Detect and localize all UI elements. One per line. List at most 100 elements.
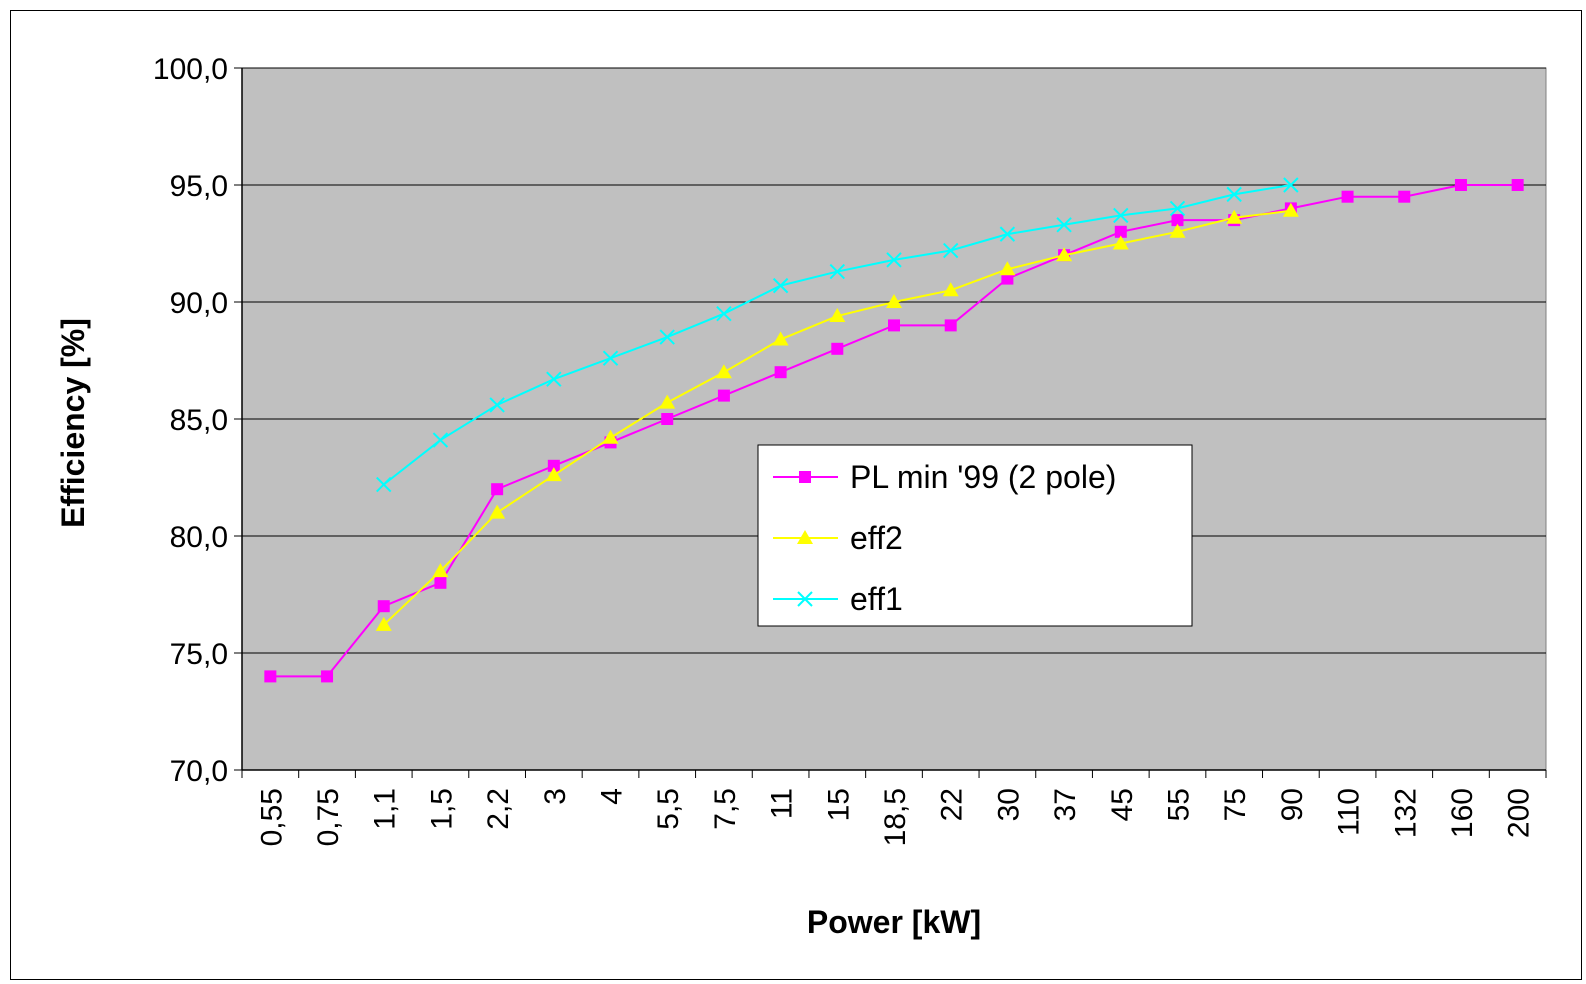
x-tick-label: 160	[1446, 788, 1479, 838]
data-point	[1398, 190, 1411, 203]
data-point-stroke	[829, 263, 846, 280]
data-point	[715, 364, 732, 379]
data-point	[799, 471, 811, 483]
series-layer	[264, 177, 1524, 683]
data-point-stroke	[546, 371, 562, 387]
data-point	[716, 305, 732, 322]
x-tick-label: 30	[992, 788, 1025, 821]
data-point-stroke	[659, 329, 675, 345]
x-tick-label: 15	[822, 788, 855, 821]
data-point	[489, 504, 506, 519]
y-tick-label: 70,0	[170, 755, 228, 788]
data-point	[432, 563, 449, 578]
data-point	[491, 483, 504, 496]
data-point-stroke	[602, 350, 619, 366]
data-point	[1113, 207, 1129, 224]
data-point-stroke	[716, 305, 732, 322]
data-point-stroke	[376, 476, 392, 493]
series-1	[375, 202, 1299, 631]
data-point	[1341, 190, 1354, 203]
data-point	[942, 282, 959, 297]
data-point	[489, 397, 505, 413]
legend-item: eff2	[773, 520, 903, 556]
x-tick-label: 4	[596, 788, 629, 805]
data-point-stroke	[772, 277, 789, 294]
data-point	[797, 591, 813, 607]
axes	[234, 67, 1547, 778]
data-point	[944, 319, 957, 332]
series-2	[376, 177, 1299, 493]
y-tick-label: 90,0	[170, 287, 228, 320]
data-point	[1171, 214, 1184, 227]
x-tick-label: 0,55	[255, 788, 288, 846]
data-point-stroke	[886, 252, 902, 268]
data-point	[1282, 202, 1299, 217]
data-point-stroke	[942, 242, 959, 259]
data-point	[999, 261, 1016, 276]
data-point	[434, 576, 447, 589]
x-tick-label: 5,5	[652, 788, 685, 830]
legend-label: eff1	[850, 581, 903, 617]
x-tick-label: 55	[1162, 788, 1195, 821]
data-point	[432, 432, 449, 448]
y-tick-labels: 70,0 75,0 80,0 85,0 90,0 95,0 100,0	[153, 53, 228, 788]
x-tick-label: 132	[1389, 788, 1422, 838]
x-tick-label: 3	[539, 788, 572, 805]
legend: PL min '99 (2 pole) eff2 eff1	[757, 444, 1193, 627]
data-point	[1511, 179, 1524, 191]
data-point	[546, 371, 562, 387]
data-point	[264, 670, 277, 683]
data-point	[1283, 177, 1299, 193]
data-point	[659, 329, 675, 345]
data-point	[545, 467, 562, 482]
x-axis-title: Power [kW]	[807, 904, 981, 940]
legend-label: PL min '99 (2 pole)	[850, 459, 1116, 495]
data-point-stroke	[1283, 177, 1299, 193]
data-point	[797, 530, 813, 544]
data-point-stroke	[797, 591, 813, 607]
data-point	[1056, 247, 1073, 262]
data-point	[888, 319, 900, 332]
data-point	[661, 413, 674, 425]
data-point-stroke	[1056, 217, 1072, 233]
x-tick-label: 90	[1276, 788, 1309, 821]
x-tick-labels: 0,55 0,75 1,1 1,5 2,2 3 4 5,5 7,5 11 15 18,5 22 30 37 4…	[255, 788, 1535, 846]
data-point	[831, 342, 844, 355]
data-point	[547, 459, 560, 472]
data-point	[774, 366, 787, 379]
y-tick-label: 80,0	[170, 521, 228, 554]
y-axis-title: Efficiency [%]	[55, 318, 91, 528]
data-point	[886, 252, 902, 268]
data-point	[1112, 235, 1129, 250]
x-tick-label: 22	[936, 788, 969, 821]
data-point	[1169, 223, 1186, 238]
data-point	[1454, 179, 1467, 191]
x-tick-label: 110	[1333, 788, 1366, 836]
efficiency-chart: 70,0 75,0 80,0 85,0 90,0 95,0 100,0 0,55 0,75 1,…	[55, 53, 1547, 940]
x-tick-label: 11	[766, 788, 799, 819]
y-tick-label: 100,0	[153, 53, 228, 86]
data-point	[1169, 200, 1186, 217]
legend-items: PL min '99 (2 pole) eff2 eff1	[773, 459, 1116, 617]
legend-item: eff1	[773, 581, 903, 617]
grid-lines	[242, 67, 1546, 654]
data-point	[377, 600, 390, 613]
x-tick-label: 2,2	[482, 788, 515, 830]
x-tick-label: 7,5	[709, 788, 742, 830]
y-tick-label: 95,0	[170, 170, 228, 203]
y-tick-label: 85,0	[170, 404, 228, 437]
data-point	[321, 670, 334, 683]
data-point	[829, 263, 846, 280]
legend-label: eff2	[850, 520, 903, 556]
data-point	[717, 389, 730, 402]
legend-box	[757, 444, 1193, 627]
x-tick-label: 0,75	[312, 788, 345, 846]
data-point	[602, 429, 619, 444]
x-tick-label: 1,1	[369, 788, 402, 830]
data-point-stroke	[432, 432, 449, 448]
x-tick-label: 75	[1219, 788, 1252, 821]
data-point	[1056, 217, 1072, 233]
data-point	[999, 226, 1016, 242]
data-point-stroke	[1113, 207, 1129, 224]
data-point-stroke	[1226, 186, 1242, 203]
